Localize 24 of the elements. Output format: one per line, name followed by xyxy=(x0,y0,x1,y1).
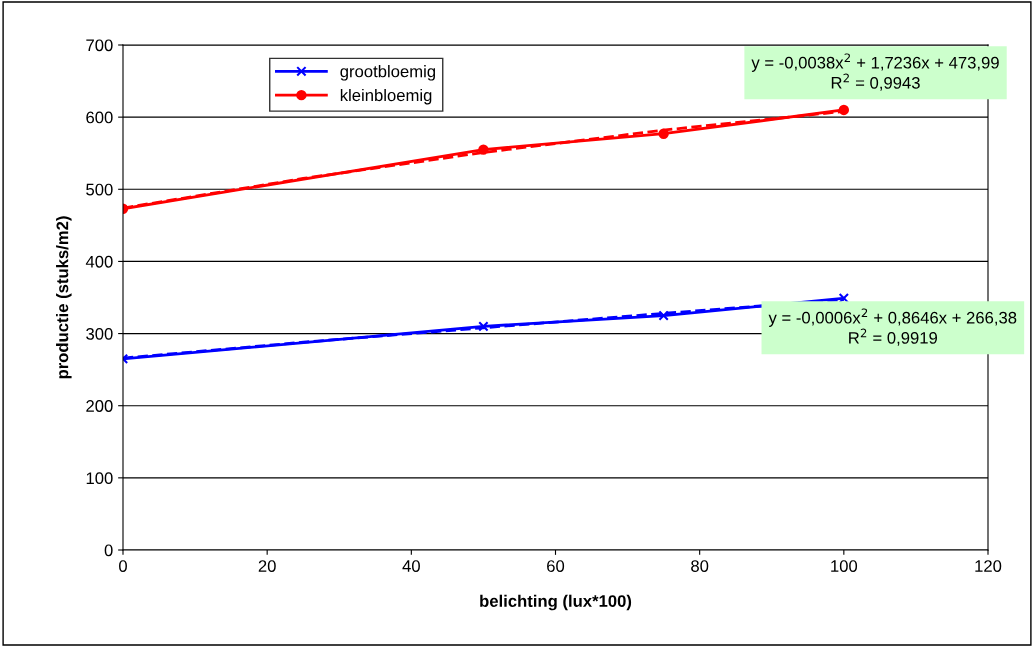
x-tick-label: 100 xyxy=(831,560,858,572)
point xyxy=(658,310,669,321)
x-tick-label: 20 xyxy=(258,560,276,572)
y-tick-label: 300 xyxy=(86,327,113,340)
x-tick-label: 60 xyxy=(547,560,565,572)
point xyxy=(478,321,489,332)
legend-label: grootbloemig xyxy=(340,65,436,81)
x-tick-label: 40 xyxy=(402,560,420,572)
x-axis-title: belichting (lux*100) xyxy=(480,594,632,611)
y-tick-label: 0 xyxy=(104,544,113,557)
y-tick-label: 500 xyxy=(86,183,113,196)
x-tick-label: 120 xyxy=(975,560,1002,572)
point xyxy=(478,144,489,155)
annotation: y = -0,0038x$^{2}$ + 1,7236x + 473,99 R$^{2}$ = 0,9943 xyxy=(751,53,999,91)
annotation: y = -0,0006x$^{2}$ + 0,8646x + 266,38 R$^{2}$ = 0,9919 xyxy=(768,308,1017,346)
y-tick-label: 100 xyxy=(86,472,113,485)
x-tick-label: 0 xyxy=(119,560,127,572)
legend-label: kleinbloemig xyxy=(340,88,432,105)
x-tick-label: 80 xyxy=(691,560,709,572)
y-tick-label: 200 xyxy=(86,400,113,412)
y-axis-title: productie (stuks/m2) xyxy=(56,216,72,379)
y-tick-label: 600 xyxy=(86,111,113,124)
y-tick-label: 400 xyxy=(85,255,113,268)
y-tick-label: 700 xyxy=(86,39,113,52)
